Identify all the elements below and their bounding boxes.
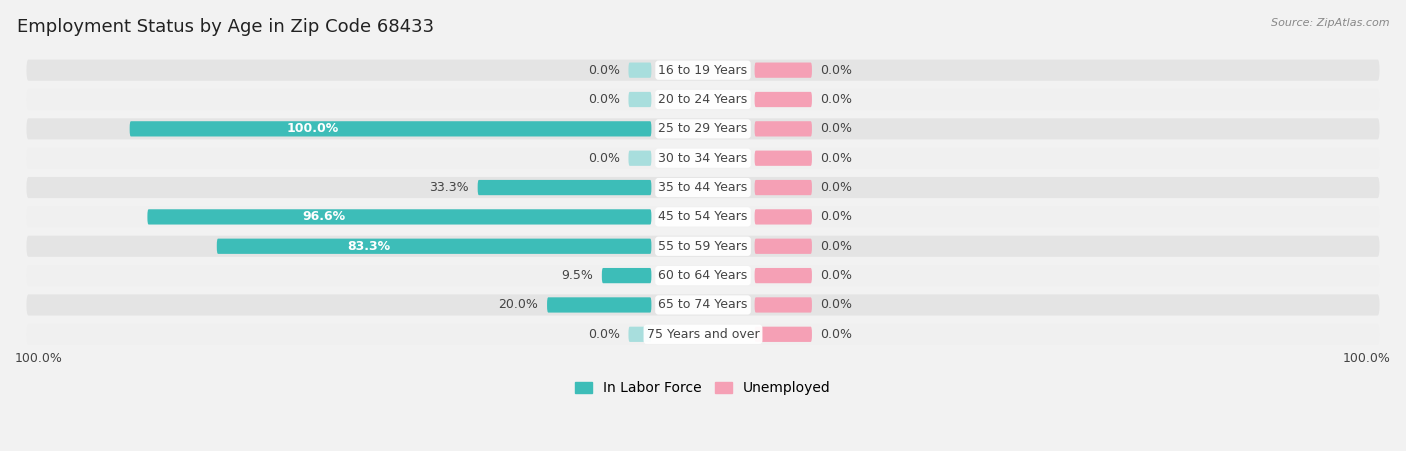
Text: 0.0%: 0.0%: [821, 328, 852, 341]
FancyBboxPatch shape: [755, 327, 811, 342]
Text: 100.0%: 100.0%: [15, 353, 63, 365]
Text: 0.0%: 0.0%: [821, 240, 852, 253]
FancyBboxPatch shape: [755, 151, 811, 166]
FancyBboxPatch shape: [755, 63, 811, 78]
FancyBboxPatch shape: [628, 327, 651, 342]
Text: Employment Status by Age in Zip Code 68433: Employment Status by Age in Zip Code 684…: [17, 18, 434, 36]
FancyBboxPatch shape: [755, 121, 811, 137]
Text: 75 Years and over: 75 Years and over: [647, 328, 759, 341]
FancyBboxPatch shape: [628, 151, 651, 166]
FancyBboxPatch shape: [27, 295, 1379, 316]
FancyBboxPatch shape: [755, 239, 811, 254]
Text: 0.0%: 0.0%: [821, 93, 852, 106]
FancyBboxPatch shape: [129, 121, 651, 137]
FancyBboxPatch shape: [755, 297, 811, 313]
Text: 30 to 34 Years: 30 to 34 Years: [658, 152, 748, 165]
FancyBboxPatch shape: [148, 209, 651, 225]
FancyBboxPatch shape: [27, 147, 1379, 169]
FancyBboxPatch shape: [628, 63, 651, 78]
Text: 0.0%: 0.0%: [821, 211, 852, 223]
Text: 60 to 64 Years: 60 to 64 Years: [658, 269, 748, 282]
Text: 100.0%: 100.0%: [287, 122, 339, 135]
Text: 100.0%: 100.0%: [1343, 353, 1391, 365]
Text: 0.0%: 0.0%: [821, 122, 852, 135]
FancyBboxPatch shape: [27, 118, 1379, 139]
Text: 0.0%: 0.0%: [588, 64, 620, 77]
FancyBboxPatch shape: [217, 239, 651, 254]
FancyBboxPatch shape: [27, 177, 1379, 198]
FancyBboxPatch shape: [755, 209, 811, 225]
Text: 0.0%: 0.0%: [588, 152, 620, 165]
Text: 25 to 29 Years: 25 to 29 Years: [658, 122, 748, 135]
Text: 45 to 54 Years: 45 to 54 Years: [658, 211, 748, 223]
FancyBboxPatch shape: [27, 207, 1379, 227]
Text: 55 to 59 Years: 55 to 59 Years: [658, 240, 748, 253]
Text: 35 to 44 Years: 35 to 44 Years: [658, 181, 748, 194]
FancyBboxPatch shape: [27, 265, 1379, 286]
FancyBboxPatch shape: [755, 268, 811, 283]
FancyBboxPatch shape: [755, 180, 811, 195]
Text: 65 to 74 Years: 65 to 74 Years: [658, 299, 748, 312]
Text: 0.0%: 0.0%: [821, 299, 852, 312]
Text: 9.5%: 9.5%: [561, 269, 593, 282]
Text: Source: ZipAtlas.com: Source: ZipAtlas.com: [1271, 18, 1389, 28]
Text: 0.0%: 0.0%: [821, 152, 852, 165]
FancyBboxPatch shape: [755, 92, 811, 107]
Text: 0.0%: 0.0%: [821, 181, 852, 194]
Text: 0.0%: 0.0%: [588, 93, 620, 106]
FancyBboxPatch shape: [478, 180, 651, 195]
Text: 16 to 19 Years: 16 to 19 Years: [658, 64, 748, 77]
FancyBboxPatch shape: [27, 89, 1379, 110]
FancyBboxPatch shape: [602, 268, 651, 283]
Text: 33.3%: 33.3%: [429, 181, 470, 194]
Text: 0.0%: 0.0%: [821, 64, 852, 77]
FancyBboxPatch shape: [628, 92, 651, 107]
Text: 96.6%: 96.6%: [302, 211, 346, 223]
FancyBboxPatch shape: [27, 236, 1379, 257]
FancyBboxPatch shape: [547, 297, 651, 313]
Text: 83.3%: 83.3%: [347, 240, 391, 253]
Legend: In Labor Force, Unemployed: In Labor Force, Unemployed: [569, 376, 837, 401]
FancyBboxPatch shape: [27, 324, 1379, 345]
Text: 0.0%: 0.0%: [588, 328, 620, 341]
Text: 20.0%: 20.0%: [499, 299, 538, 312]
FancyBboxPatch shape: [27, 60, 1379, 81]
Text: 20 to 24 Years: 20 to 24 Years: [658, 93, 748, 106]
Text: 0.0%: 0.0%: [821, 269, 852, 282]
